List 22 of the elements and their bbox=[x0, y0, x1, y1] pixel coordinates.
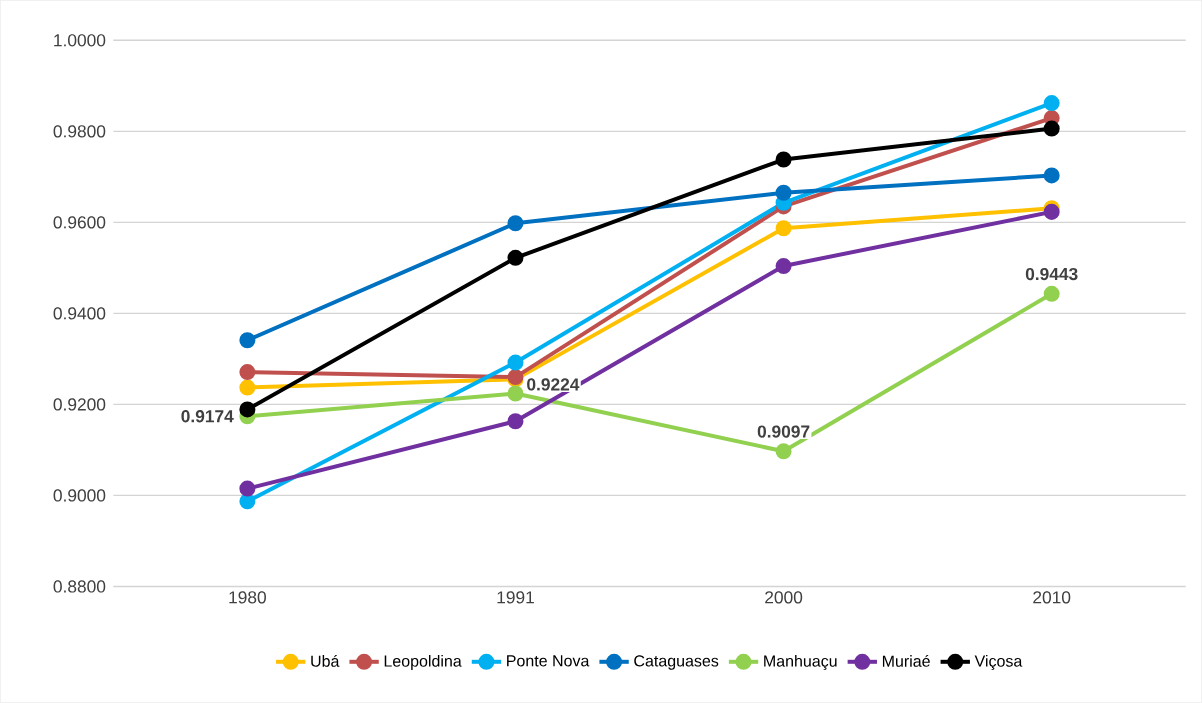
data-label: 0.9443 bbox=[1025, 267, 1078, 281]
x-tick-label: 1980 bbox=[229, 591, 266, 604]
y-tick-label: 0.9800 bbox=[53, 125, 106, 138]
y-tick-label: 1.0000 bbox=[54, 34, 106, 47]
legend-label: Leopoldina bbox=[384, 655, 462, 671]
y-tick-label: 0.8800 bbox=[53, 580, 106, 593]
legend-label: Ubá bbox=[311, 655, 340, 667]
data-label: 0.9224 bbox=[527, 378, 580, 391]
x-tick-label: 2010 bbox=[1033, 591, 1071, 604]
data-label: 0.9097 bbox=[757, 425, 810, 438]
y-tick-label: 0.9000 bbox=[53, 489, 106, 502]
legend-label: Cataguases bbox=[634, 655, 719, 670]
legend-label: Manhuaçu bbox=[764, 655, 837, 671]
legend-label: Muriaé bbox=[882, 655, 930, 667]
data-label: 0.9174 bbox=[181, 410, 234, 423]
y-tick-label: 0.9400 bbox=[53, 307, 106, 320]
legend-label: Ponte Nova bbox=[507, 655, 590, 667]
x-tick-label: 1991 bbox=[497, 591, 534, 604]
y-tick-label: 0.9600 bbox=[53, 216, 106, 229]
y-tick-label: 0.9200 bbox=[53, 398, 106, 411]
x-tick-label: 2000 bbox=[765, 591, 803, 604]
legend-label: Viçosa bbox=[974, 655, 1023, 671]
